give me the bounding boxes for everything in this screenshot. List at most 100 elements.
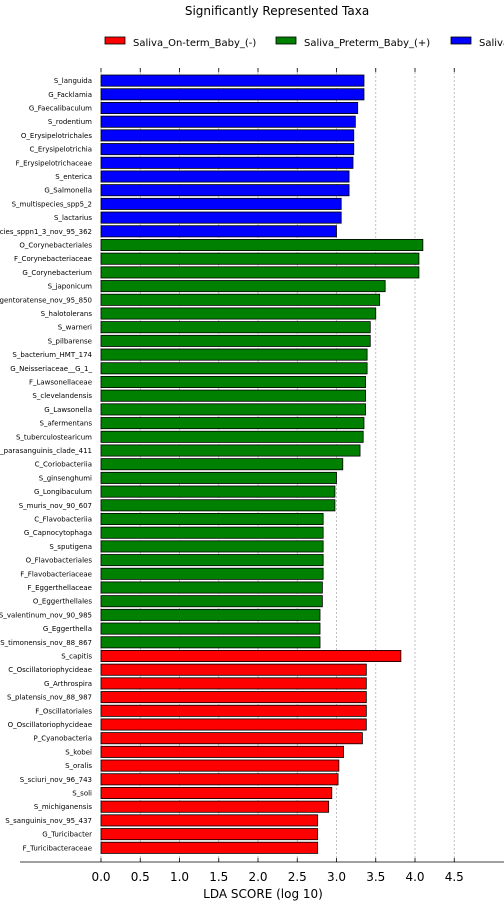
bar — [100, 814, 319, 827]
legend-swatch — [450, 36, 472, 45]
category-label: S_languida — [54, 77, 92, 85]
bar — [100, 595, 323, 608]
category-label: G_Capnocytophaga — [24, 529, 92, 537]
category-label: F_Eggerthellaceae — [28, 584, 92, 592]
category-label: F_Turicibacteraceae — [23, 844, 92, 852]
category-label: S_sciuri_nov_96_743 — [20, 776, 92, 784]
bar — [100, 622, 321, 635]
legend-swatch — [104, 36, 126, 45]
bar — [100, 526, 324, 539]
category-label: C_Coriobacteriia — [35, 461, 92, 469]
category-label: S_clevelandensis — [32, 392, 92, 400]
category-label: O_Erysipelotrichales — [21, 132, 92, 140]
category-label: O_Corynebacteriales — [19, 242, 92, 250]
category-label: F_Corynebacteriaceae — [14, 255, 92, 263]
x-tick-label: 2.0 — [248, 870, 267, 884]
category-label: gentoratense_nov_95_850 — [0, 296, 92, 304]
category-label: cies_sppn1_3_nov_95_362 — [0, 228, 92, 236]
bar — [100, 567, 324, 580]
category-label: S_capitis — [61, 653, 92, 661]
category-label: F_Flavobacteriaceae — [20, 570, 92, 578]
category-label: S_multispecies_spp5_2 — [12, 200, 92, 208]
bar — [100, 787, 333, 800]
legend-entry: Saliva_Preterm_Baby_(+) — [304, 38, 430, 49]
bar — [100, 417, 365, 430]
category-label: C_Flavobacteriia — [34, 516, 92, 524]
chart-title: Significantly Represented Taxa — [185, 4, 369, 18]
bar — [100, 225, 337, 238]
category-label: O_Eggerthellales — [33, 598, 92, 606]
bar — [100, 718, 367, 731]
bar — [100, 321, 371, 334]
bar — [100, 280, 386, 293]
legend-entry: Saliva — [479, 38, 504, 49]
bar — [100, 581, 323, 594]
category-label: S_lactarius — [54, 214, 92, 222]
bar — [100, 458, 344, 471]
bar — [100, 663, 367, 676]
bar — [100, 485, 336, 498]
category-label: S_oralis — [65, 762, 92, 770]
category-label: S_platensis_nov_88_987 — [7, 694, 92, 702]
category-label: S_soli — [72, 790, 92, 798]
bar — [100, 444, 361, 457]
category-label: P_Cyanobacteria — [33, 735, 92, 743]
category-label: C_Erysipelotrichia — [30, 146, 93, 154]
bar — [100, 143, 355, 156]
category-label: S_timonensis_nov_88_867 — [0, 639, 92, 647]
x-tick-label: 0.0 — [91, 870, 110, 884]
bar — [100, 115, 356, 128]
category-label: S_tuberculostearicum — [16, 433, 92, 441]
bar — [100, 389, 366, 402]
category-label: S_halotolerans — [41, 310, 93, 318]
bar — [100, 211, 342, 224]
x-tick-label: 2.5 — [288, 870, 307, 884]
bar — [100, 266, 420, 279]
bar — [100, 800, 330, 813]
bar — [100, 471, 337, 484]
category-label: C_Oscillatoriophycideae — [8, 666, 92, 674]
category-label: S_muris_nov_90_607 — [19, 502, 92, 510]
bar — [100, 554, 324, 567]
x-axis-label: LDA SCORE (log 10) — [203, 887, 323, 901]
bar — [100, 403, 366, 416]
category-label: O_Flavobacteriales — [26, 557, 93, 565]
bar — [100, 650, 402, 663]
category-label: S_rodentium — [48, 118, 92, 126]
category-label: S_japonicum — [48, 283, 93, 291]
legend: Saliva_On-term_Baby_(-) Saliva_Preterm_Ba… — [104, 36, 504, 49]
bar — [100, 499, 336, 512]
category-label: G_Facklamia — [48, 91, 92, 99]
bar — [100, 375, 366, 388]
bar — [100, 252, 420, 265]
x-ticks: 0.0 0.5 1.0 1.5 2.0 2.5 3.0 3.5 4.0 4.5 — [91, 68, 464, 884]
bar — [100, 293, 381, 306]
category-label: F_Lawsonellaceae — [29, 379, 92, 387]
bar — [100, 88, 365, 101]
legend-swatch — [275, 36, 297, 45]
category-label: S_sanguinis_nov_95_437 — [5, 817, 92, 825]
category-label: G_Turicibacter — [42, 831, 92, 839]
x-tick-label: 3.5 — [366, 870, 385, 884]
bar — [100, 608, 321, 621]
bar — [100, 102, 359, 115]
category-label: F_Erysipelotrichaceae — [16, 159, 92, 167]
category-label: S_ginsenghumi — [39, 474, 92, 482]
x-tick-label: 1.5 — [209, 870, 228, 884]
bar — [100, 129, 355, 142]
bar — [100, 334, 371, 347]
category-label: G_Corynebacterium — [22, 269, 92, 277]
category-label: S_pilbarense — [48, 337, 92, 345]
category-label: G_Salmonella — [44, 187, 92, 195]
bar — [100, 540, 324, 553]
category-label: G_Arthrospira — [44, 680, 92, 688]
bar — [100, 773, 339, 786]
bar — [100, 691, 367, 704]
bar — [100, 704, 367, 717]
bar — [100, 362, 368, 375]
category-label: F_Oscillatoriales — [35, 707, 92, 715]
bar — [100, 841, 319, 854]
category-labels: S_languida G_Facklamia G_Faecalibaculum S_r… — [0, 77, 93, 852]
bar — [100, 828, 319, 841]
category-label: G_Eggerthella — [43, 625, 92, 633]
